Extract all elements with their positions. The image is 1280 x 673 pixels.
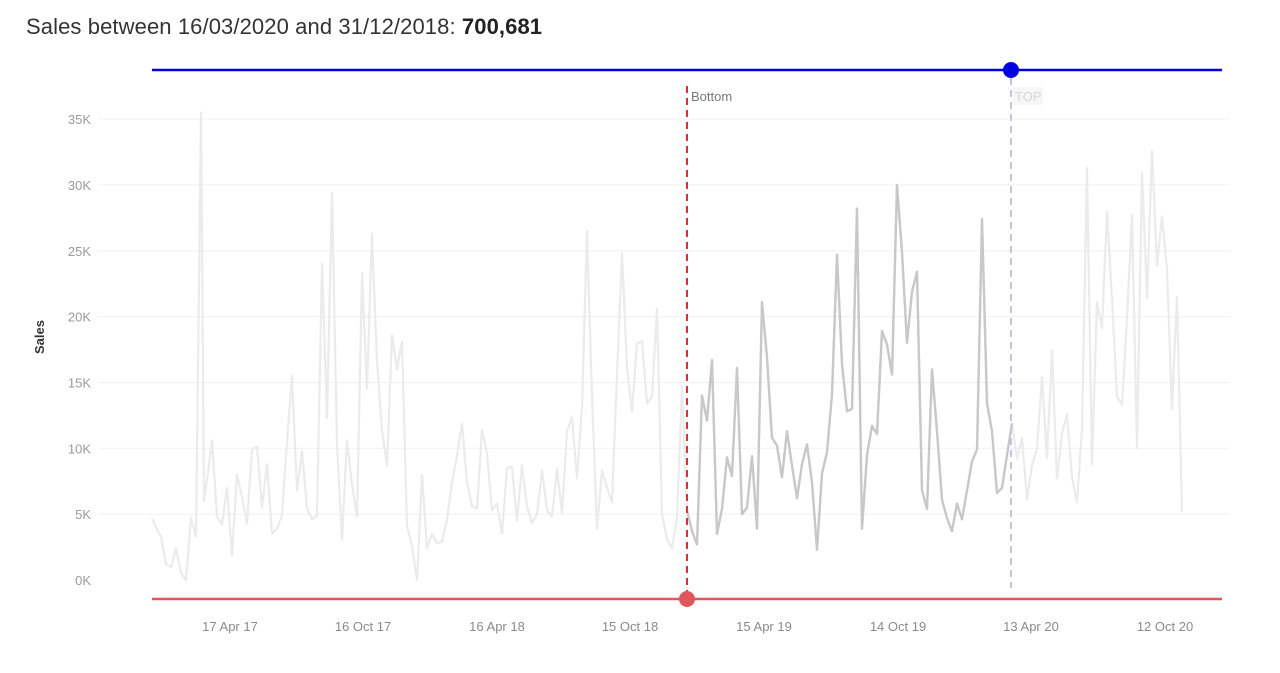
sales-line-selected-range: [685, 183, 1014, 551]
x-tick-label: 15 Apr 19: [736, 619, 792, 634]
x-axis-ticks: 17 Apr 17 16 Oct 17 16 Apr 18 15 Oct 18 15 A…: [202, 619, 1193, 634]
x-tick-label: 13 Apr 20: [1003, 619, 1059, 634]
y-tick-label: 20K: [68, 310, 91, 325]
chart-title-total: 700,681: [461, 14, 543, 39]
sales-line-unselected: [150, 111, 1184, 582]
y-tick-label: 0K: [75, 573, 91, 588]
y-tick-label: 10K: [68, 441, 91, 456]
x-tick-label: 12 Oct 20: [1137, 619, 1193, 634]
x-tick-label: 17 Apr 17: [202, 619, 258, 634]
bottom-reference-label: Bottom: [691, 89, 732, 104]
x-tick-label: 15 Oct 18: [602, 619, 658, 634]
top-reference-label: TOP: [1015, 89, 1042, 104]
x-tick-label: 14 Oct 19: [870, 619, 926, 634]
y-axis-label: Sales: [32, 320, 47, 354]
top-slider-handle[interactable]: [1003, 62, 1019, 78]
top-label-background: [1013, 87, 1043, 105]
chart-title-prefix: Sales between 16/03/2020 and 31/12/2018:: [26, 14, 462, 39]
y-axis-ticks: 0K 5K 10K 15K 20K 25K 30K 35K: [68, 112, 91, 588]
y-tick-label: 25K: [68, 244, 91, 259]
bottom-slider-handle[interactable]: [679, 591, 695, 607]
x-tick-label: 16 Apr 18: [469, 619, 525, 634]
chart-title: Sales between 16/03/2020 and 31/12/2018:…: [26, 14, 542, 40]
y-tick-label: 5K: [75, 507, 91, 522]
y-tick-label: 30K: [68, 178, 91, 193]
y-tick-label: 35K: [68, 112, 91, 127]
y-tick-label: 15K: [68, 375, 91, 390]
x-tick-label: 16 Oct 17: [335, 619, 391, 634]
